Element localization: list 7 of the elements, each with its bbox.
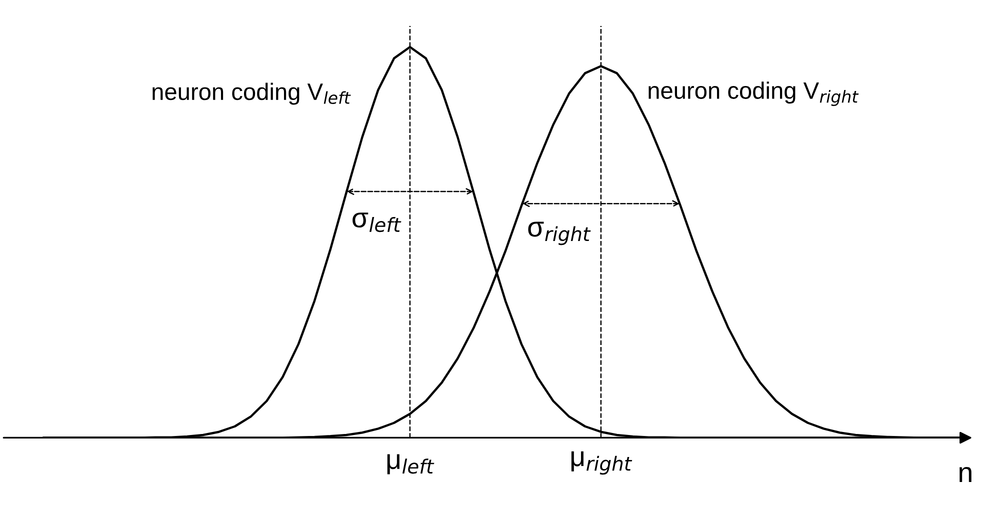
annotation: σ$_{left}$ (352, 212, 402, 232)
x-axis-title: n (960, 467, 972, 482)
x-tick-label: μ$_{right}$ (571, 451, 632, 475)
series-label: neuron coding V$_{left}$ (152, 82, 351, 105)
series-label: neuron coding V$_{right}$ (648, 82, 859, 106)
x-tick-label: μ$_{left}$ (387, 454, 434, 474)
annotation: σ$_{right}$ (528, 222, 591, 246)
